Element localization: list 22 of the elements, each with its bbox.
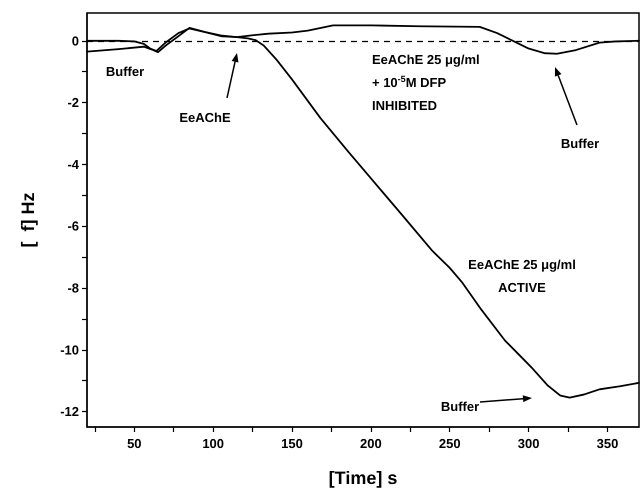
y-axis-title: [ f] Hz	[18, 192, 38, 248]
x-tick-label: 50	[127, 436, 142, 451]
x-tick-label: 200	[360, 436, 382, 451]
x-tick-label: 300	[518, 436, 540, 451]
x-tick-label: 250	[438, 436, 461, 451]
x-axis-title: [Time] s	[328, 468, 398, 488]
annotation: Buffer	[440, 399, 480, 414]
y-tick-label: -4	[67, 156, 80, 172]
y-tick-label: -8	[67, 280, 79, 296]
y-tick-label: -12	[60, 404, 79, 420]
y-tick-label: 0	[72, 33, 79, 48]
annotation: EeAChE 25 μg/ml ACTIVE	[468, 257, 576, 295]
x-tick-label: 100	[202, 436, 224, 451]
y-tick-label: -10	[60, 342, 79, 358]
annotation: EeAChE	[179, 110, 231, 125]
annotation: Buffer	[106, 64, 144, 79]
annotation: EeAChE 25 μg/ml + 10$^{-5}$M DFP INHIBITED	[372, 52, 480, 113]
y-tick-label: -6	[67, 218, 79, 234]
annotation: Buffer	[560, 136, 600, 151]
y-tick-label: -2	[67, 95, 79, 110]
x-tick-label: 350	[596, 436, 618, 451]
x-tick-label: 150	[281, 436, 303, 451]
